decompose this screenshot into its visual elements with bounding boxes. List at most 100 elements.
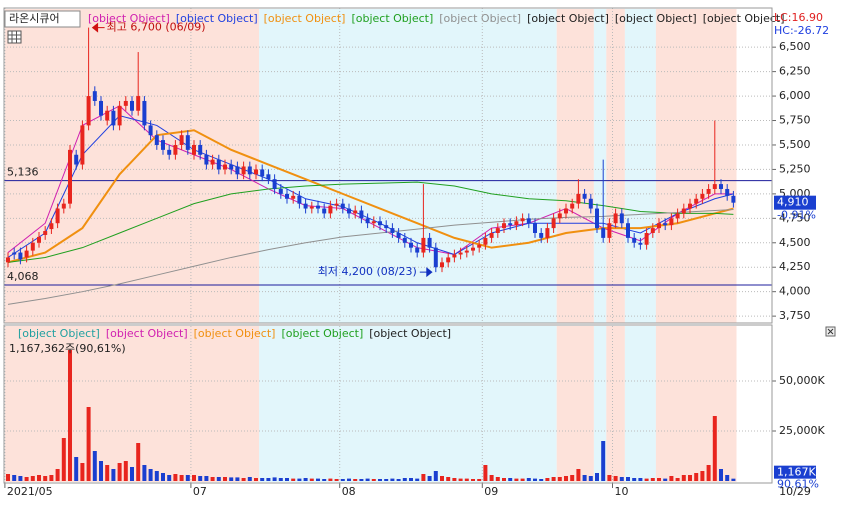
volume-bar	[502, 478, 506, 481]
candle-body	[185, 135, 190, 150]
candle-body	[644, 232, 649, 245]
volume-bar	[421, 474, 426, 481]
volume-bar	[192, 475, 196, 481]
signal-region	[4, 9, 260, 323]
volume-bar	[61, 438, 66, 481]
last-price-box	[774, 195, 816, 210]
volume-bar	[570, 475, 575, 481]
candle-body	[340, 203, 345, 209]
candle-body	[80, 125, 85, 165]
candle-body	[731, 195, 736, 203]
volume-bar	[626, 477, 630, 481]
candle-body	[619, 213, 624, 224]
candle-body	[30, 242, 35, 251]
volume-legend-item: [object Object]	[106, 327, 188, 340]
volume-bar	[712, 416, 717, 481]
candle-body	[254, 169, 258, 175]
candle-body	[272, 179, 277, 189]
volume-bar	[285, 478, 289, 481]
candle-body	[533, 223, 537, 233]
y-tick-label: 4,500	[779, 236, 811, 249]
close-panel-button[interactable]	[825, 326, 836, 337]
volume-bar	[167, 475, 172, 481]
volume-bar	[161, 473, 165, 481]
volume-bar	[272, 477, 277, 481]
volume-bar	[719, 469, 723, 481]
candle-body	[309, 206, 314, 209]
candle-body	[328, 205, 333, 214]
candle-body	[427, 237, 432, 248]
candle-body	[601, 228, 606, 238]
candle-body	[297, 195, 302, 204]
x-tick-label: 10	[615, 485, 629, 498]
volume-bar	[30, 476, 35, 481]
candle-body	[111, 110, 116, 126]
last-date: 10/29	[779, 485, 811, 498]
settings-icon[interactable]	[7, 30, 22, 44]
volume-bar	[681, 475, 686, 481]
legend-item: [object Object]	[264, 12, 346, 25]
volume-bar	[663, 478, 668, 481]
volume-bar	[18, 476, 23, 481]
signal-region	[655, 326, 737, 482]
candle-body	[359, 210, 364, 219]
volume-bar	[111, 469, 116, 481]
volume-panel-frame	[3, 324, 773, 484]
candle-body	[588, 198, 593, 209]
candle-body	[483, 237, 488, 245]
volume-bar	[638, 478, 643, 481]
candle-body	[452, 254, 457, 258]
candle-body	[37, 236, 41, 243]
volume-bar	[235, 477, 240, 481]
candle-body	[18, 252, 23, 260]
volume-bar	[526, 478, 531, 481]
volume-bar	[92, 451, 97, 481]
candle-body	[24, 250, 29, 258]
volume-bar	[117, 463, 122, 481]
volume-bar	[316, 478, 320, 481]
volume-bar	[185, 475, 190, 481]
candle-body	[681, 208, 686, 214]
volume-bar	[520, 478, 525, 481]
volume-bar	[49, 475, 54, 481]
y-tick-label: 4,000	[779, 285, 811, 298]
volume-bar	[650, 478, 655, 481]
candle-body	[514, 221, 519, 226]
last-volume: 1,167K	[777, 466, 816, 479]
volume-legend-item: [object Object]	[194, 327, 276, 340]
volume-bar	[37, 475, 41, 481]
volume-bar	[402, 478, 407, 481]
price-panel-frame	[3, 7, 773, 324]
volume-bar	[564, 476, 568, 481]
volume-legend-item: [object Object]	[18, 327, 100, 340]
volume-bar	[582, 475, 587, 481]
candle-body	[557, 213, 562, 219]
candle-body	[409, 242, 413, 248]
volume-bar	[557, 477, 562, 481]
candle-body	[161, 140, 165, 150]
volume-bar	[204, 476, 209, 481]
candle-body	[99, 100, 103, 116]
candle-body	[446, 257, 451, 263]
volume-bar	[613, 476, 618, 481]
volume-bar	[154, 471, 159, 481]
candle-body	[675, 213, 680, 219]
volume-bar	[489, 475, 494, 481]
signal-region	[556, 326, 594, 482]
min-arrow	[419, 267, 433, 278]
volume-bar	[427, 476, 432, 481]
volume-bar	[371, 479, 376, 481]
candle-body	[700, 193, 705, 199]
volume-bar	[545, 478, 550, 481]
candle-body	[539, 232, 544, 238]
y-tick-label: 4,750	[779, 211, 811, 224]
y-tick-label: 5,500	[779, 138, 811, 151]
volume-bar	[551, 477, 556, 481]
volume-bar	[6, 474, 10, 481]
last-volume-box	[774, 465, 816, 479]
volume-bar	[508, 478, 513, 481]
volume-bar	[229, 477, 234, 481]
volume-bar	[601, 441, 606, 481]
y-tick-label: 50,000K	[779, 374, 825, 387]
candle-body	[303, 203, 308, 209]
